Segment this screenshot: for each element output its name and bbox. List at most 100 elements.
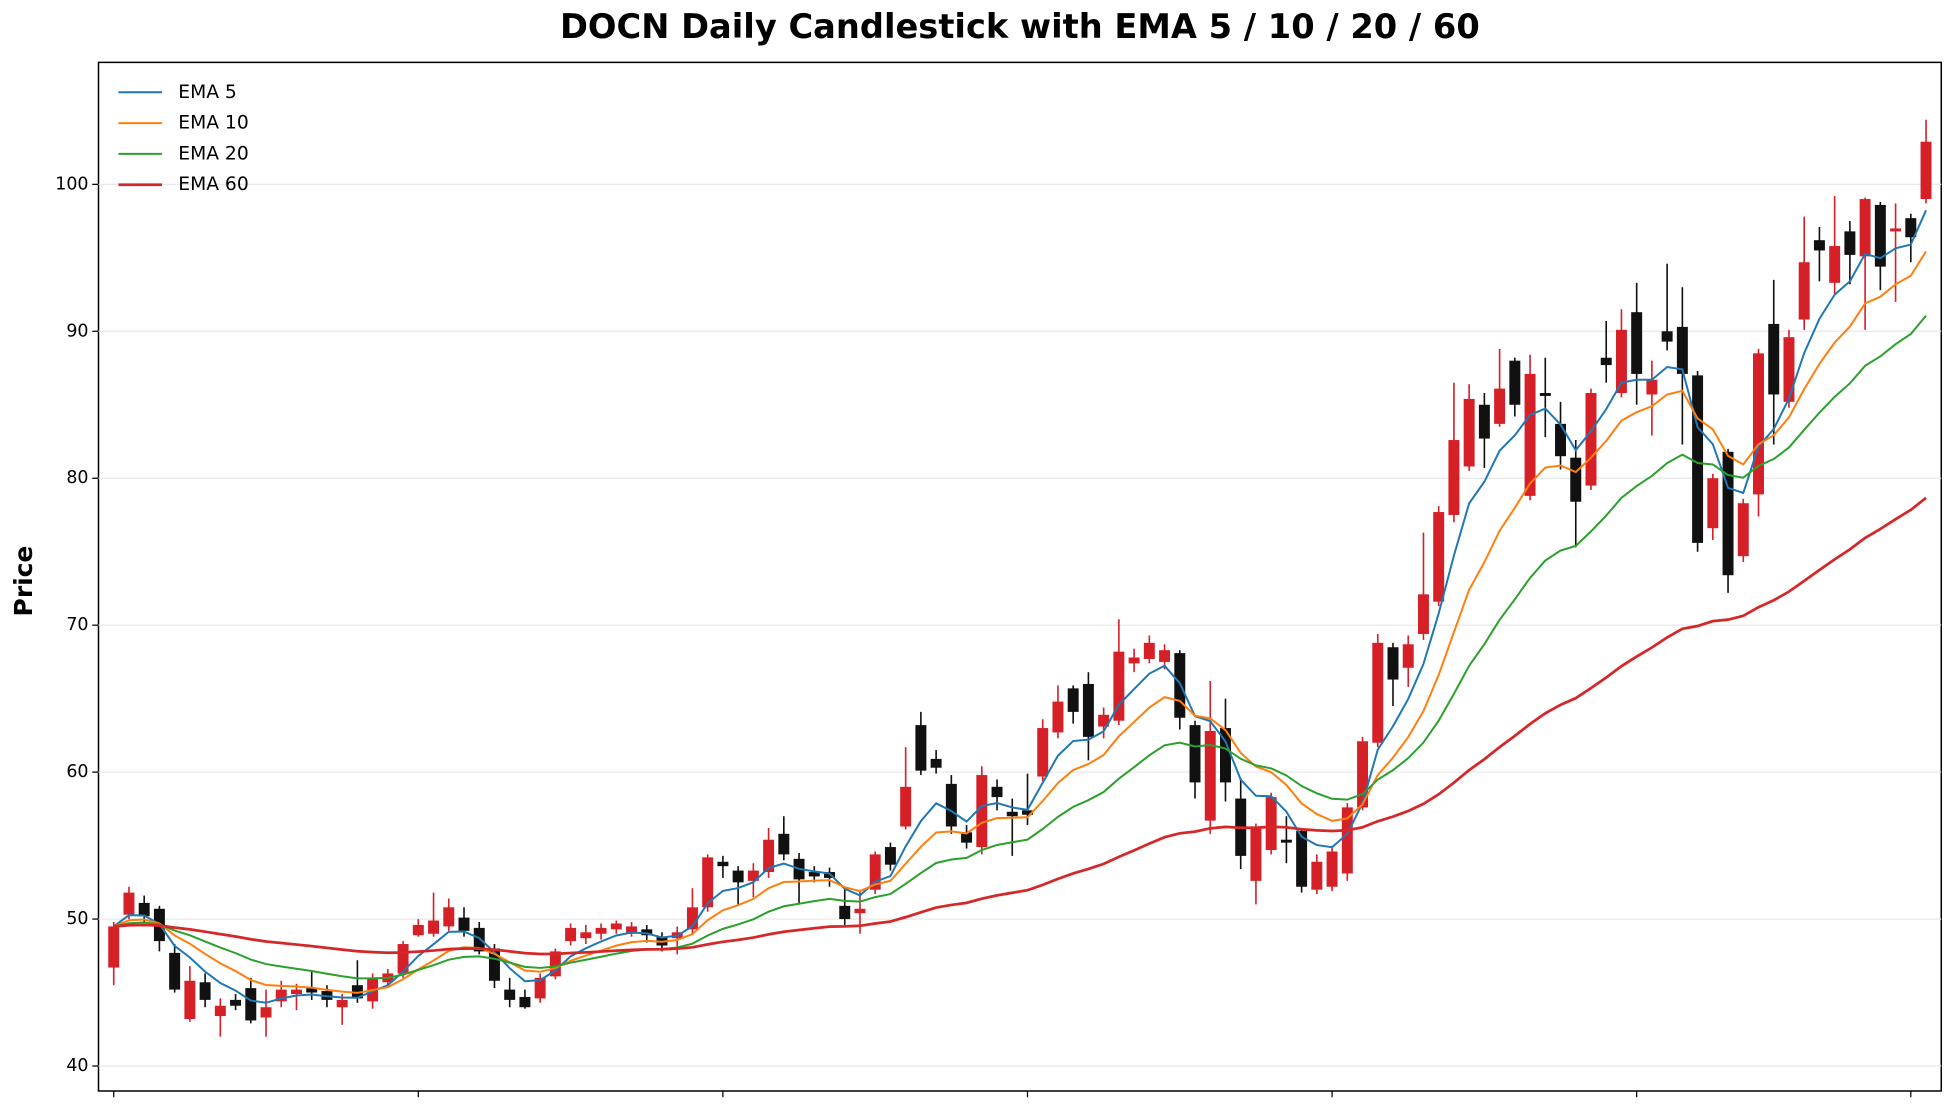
candle-body — [1433, 512, 1445, 602]
ema-line — [113, 496, 1927, 956]
y-tick-label: 40 — [66, 1056, 88, 1076]
candle-body — [1478, 404, 1490, 439]
ema-line — [113, 209, 1927, 1004]
candle-body — [1387, 647, 1399, 680]
candle-body — [1265, 797, 1277, 851]
legend-label: EMA 20 — [178, 143, 248, 164]
candle-body — [1874, 204, 1886, 267]
candle-body — [534, 977, 546, 999]
candle-body — [1600, 357, 1612, 366]
candle-body — [275, 989, 287, 1002]
candle-body — [1737, 503, 1749, 557]
candle-body — [1143, 642, 1155, 659]
candle-body — [717, 861, 729, 867]
candle-body — [1707, 478, 1719, 529]
candle-body — [336, 999, 348, 1008]
legend-label: EMA 5 — [178, 82, 237, 103]
candle-body — [945, 783, 957, 827]
y-tick-label: 80 — [66, 468, 88, 488]
candle-body — [1920, 141, 1932, 200]
candle-body — [1463, 398, 1475, 467]
y-tick-label: 100 — [55, 174, 88, 194]
candle-body — [1661, 331, 1673, 342]
candle-body — [1631, 312, 1643, 374]
candles — [108, 119, 1932, 1037]
y-tick-label: 50 — [66, 909, 88, 929]
candle-body — [1219, 728, 1231, 783]
candle-body — [199, 982, 211, 1000]
candle-body — [839, 905, 851, 920]
candle-body — [260, 1007, 272, 1018]
candle-body — [1539, 393, 1551, 396]
candle-body — [930, 758, 942, 768]
candle-body — [1768, 323, 1780, 395]
candle-body — [1494, 388, 1506, 424]
candle-body — [214, 1005, 226, 1017]
candle-body — [1098, 714, 1110, 727]
candle-body — [351, 985, 363, 999]
candle-body — [1509, 360, 1521, 405]
candle-body — [1006, 811, 1018, 817]
plot-frame — [97, 61, 1943, 1092]
ema-line — [113, 315, 1927, 980]
candle-body — [184, 980, 196, 1019]
candle-body — [626, 926, 638, 934]
candle-body — [1615, 329, 1627, 394]
candle-body — [1159, 650, 1171, 662]
candle-body — [443, 907, 455, 927]
legend-label: EMA 60 — [178, 174, 248, 195]
candle-body — [595, 927, 607, 934]
candle-body — [504, 989, 516, 1000]
candle-body — [869, 854, 881, 890]
ema-line — [113, 250, 1927, 994]
candle-body — [1555, 423, 1567, 457]
candle-body — [854, 908, 866, 914]
y-tick-label: 90 — [66, 321, 88, 341]
candle-body — [1813, 240, 1825, 251]
candle-body — [641, 929, 653, 936]
candle-body — [290, 989, 302, 995]
candle-body — [1357, 741, 1369, 808]
candle-body — [580, 932, 592, 939]
candle-body — [1524, 373, 1536, 496]
candle-body — [473, 927, 485, 952]
candle-body — [778, 833, 790, 855]
candle-body — [1204, 730, 1216, 821]
candle-body — [1311, 861, 1323, 890]
candle-body — [1585, 393, 1597, 486]
candle-body — [702, 857, 714, 908]
candle-body — [732, 870, 744, 883]
candle-body — [1067, 688, 1079, 712]
candle-body — [1829, 246, 1841, 283]
candle-body — [412, 924, 424, 936]
candle-body — [915, 725, 927, 771]
candle-body — [1722, 451, 1734, 576]
candle-body — [884, 847, 896, 865]
candle-body — [1798, 262, 1810, 320]
candle-body — [565, 927, 577, 942]
candle-body — [397, 944, 409, 974]
candle-body — [1128, 657, 1140, 664]
candle-body — [1341, 807, 1353, 874]
chart-title: DOCN Daily Candlestick with EMA 5 / 10 /… — [560, 7, 1480, 46]
candle-body — [808, 872, 820, 877]
candle-body — [1326, 851, 1338, 887]
candle-body — [961, 832, 973, 843]
candle-body — [1676, 326, 1688, 374]
y-tick-label: 60 — [66, 762, 88, 782]
candle-body — [824, 872, 835, 878]
candle-body — [1250, 827, 1262, 881]
candle-body — [1753, 353, 1764, 495]
candle-body — [519, 996, 531, 1008]
candle-body — [1448, 440, 1460, 515]
candle-body — [1417, 594, 1429, 634]
candle-body — [306, 988, 318, 993]
candle-body — [686, 907, 698, 930]
candle-body — [991, 786, 1003, 798]
candle-body — [549, 951, 561, 977]
legend-label: EMA 10 — [178, 113, 248, 134]
candle-body — [1280, 839, 1292, 843]
candle-body — [1859, 199, 1871, 257]
candle-body — [458, 917, 470, 931]
